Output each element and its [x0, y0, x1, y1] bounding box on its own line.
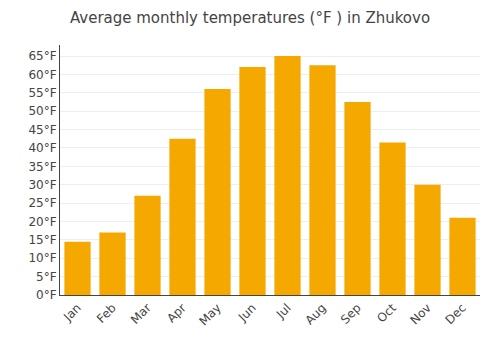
svg-text:Nov: Nov: [407, 301, 433, 327]
svg-text:50°F: 50°F: [28, 104, 56, 118]
svg-text:Jul: Jul: [273, 301, 294, 322]
svg-text:Aug: Aug: [302, 301, 328, 327]
svg-text:0°F: 0°F: [36, 288, 57, 302]
svg-text:Feb: Feb: [94, 301, 119, 326]
svg-text:Average monthly temperatures (: Average monthly temperatures (°F ) in Zh…: [70, 9, 430, 27]
svg-text:15°F: 15°F: [28, 233, 56, 247]
svg-text:60°F: 60°F: [28, 68, 56, 82]
svg-text:65°F: 65°F: [28, 49, 56, 63]
svg-text:40°F: 40°F: [28, 141, 56, 155]
svg-text:5°F: 5°F: [36, 270, 57, 284]
svg-text:55°F: 55°F: [28, 86, 56, 100]
svg-text:Mar: Mar: [128, 301, 154, 327]
svg-text:May: May: [196, 301, 223, 328]
svg-text:Jan: Jan: [60, 301, 84, 325]
svg-text:Jun: Jun: [235, 301, 259, 325]
svg-text:Dec: Dec: [443, 301, 469, 327]
svg-text:10°F: 10°F: [28, 251, 56, 265]
svg-text:45°F: 45°F: [28, 123, 56, 137]
svg-text:20°F: 20°F: [28, 215, 56, 229]
svg-text:Oct: Oct: [374, 301, 399, 326]
svg-text:30°F: 30°F: [28, 178, 56, 192]
svg-text:35°F: 35°F: [28, 160, 56, 174]
svg-text:Apr: Apr: [164, 301, 189, 326]
svg-text:25°F: 25°F: [28, 196, 56, 210]
svg-text:Sep: Sep: [338, 301, 364, 327]
